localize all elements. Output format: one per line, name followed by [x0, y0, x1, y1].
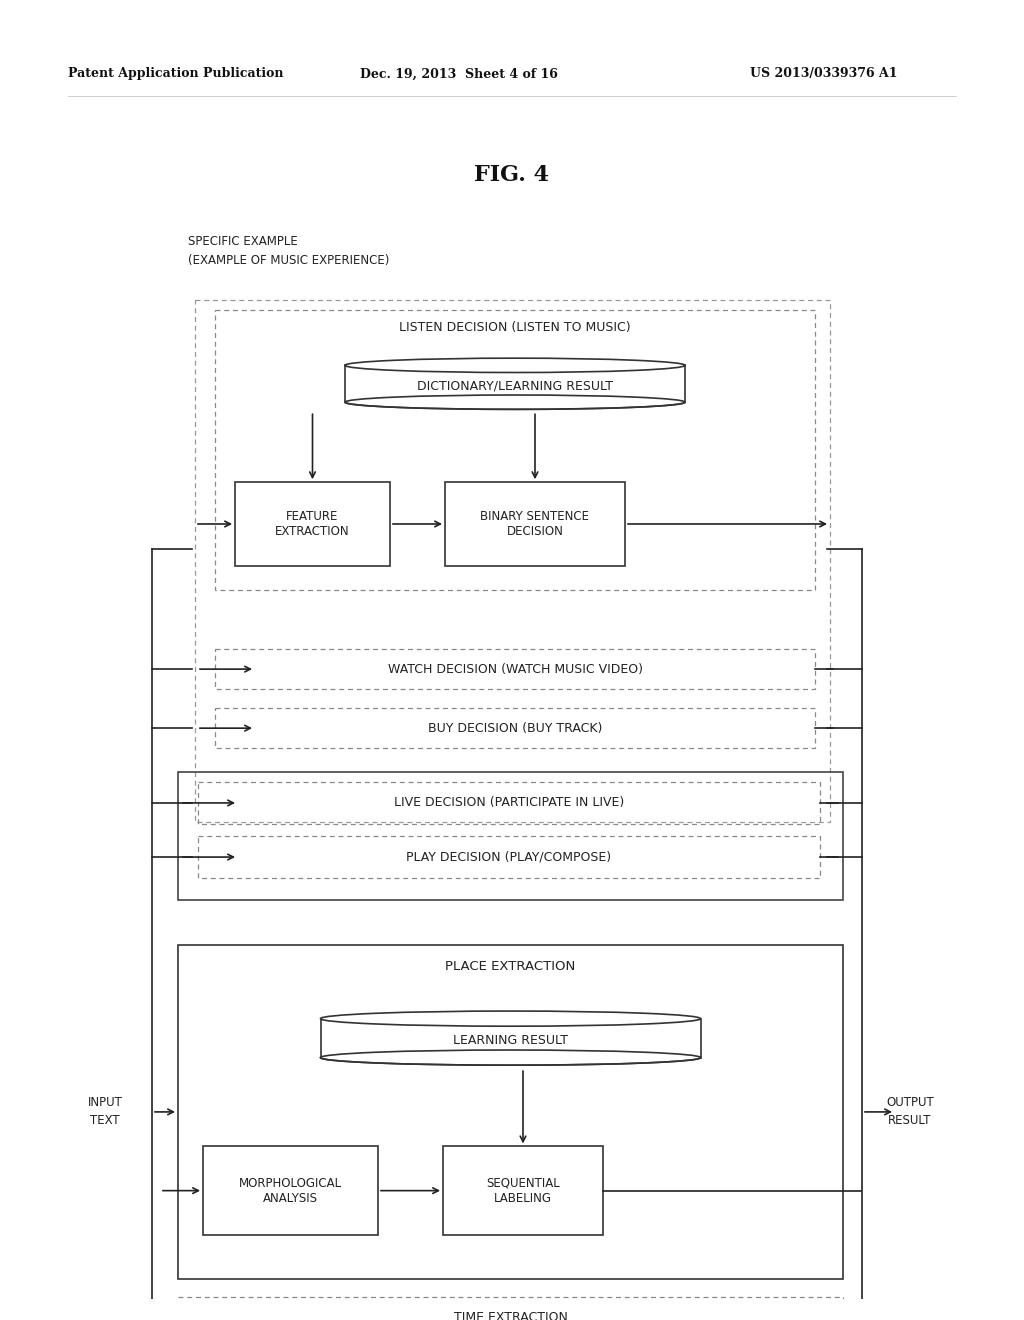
FancyBboxPatch shape: [445, 482, 625, 566]
Text: (EXAMPLE OF MUSIC EXPERIENCE): (EXAMPLE OF MUSIC EXPERIENCE): [188, 255, 389, 267]
Text: INPUT
TEXT: INPUT TEXT: [88, 1097, 123, 1127]
Text: LEARNING RESULT: LEARNING RESULT: [453, 1034, 568, 1047]
Text: OUTPUT
RESULT: OUTPUT RESULT: [886, 1097, 934, 1127]
Text: MORPHOLOGICAL
ANALYSIS: MORPHOLOGICAL ANALYSIS: [239, 1176, 342, 1205]
Ellipse shape: [321, 1011, 700, 1026]
Text: Patent Application Publication: Patent Application Publication: [68, 67, 284, 81]
Text: BUY DECISION (BUY TRACK): BUY DECISION (BUY TRACK): [428, 722, 602, 735]
Bar: [345, 366, 685, 403]
Text: SPECIFIC EXAMPLE: SPECIFIC EXAMPLE: [188, 235, 298, 248]
Text: TIME EXTRACTION: TIME EXTRACTION: [454, 1311, 567, 1320]
Ellipse shape: [345, 395, 685, 409]
Ellipse shape: [345, 358, 685, 372]
Text: BINARY SENTENCE
DECISION: BINARY SENTENCE DECISION: [480, 510, 590, 539]
Text: PLACE EXTRACTION: PLACE EXTRACTION: [445, 960, 575, 973]
Text: LISTEN DECISION (LISTEN TO MUSIC): LISTEN DECISION (LISTEN TO MUSIC): [399, 321, 631, 334]
Text: LIVE DECISION (PARTICIPATE IN LIVE): LIVE DECISION (PARTICIPATE IN LIVE): [394, 796, 624, 809]
FancyBboxPatch shape: [234, 482, 390, 566]
Ellipse shape: [321, 1049, 700, 1065]
FancyBboxPatch shape: [203, 1146, 378, 1236]
Text: SEQUENTIAL
LABELING: SEQUENTIAL LABELING: [486, 1176, 560, 1205]
Text: WATCH DECISION (WATCH MUSIC VIDEO): WATCH DECISION (WATCH MUSIC VIDEO): [387, 663, 642, 676]
Text: FIG. 4: FIG. 4: [474, 164, 550, 186]
Text: US 2013/0339376 A1: US 2013/0339376 A1: [750, 67, 897, 81]
Bar: [321, 1019, 700, 1057]
Text: PLAY DECISION (PLAY/COMPOSE): PLAY DECISION (PLAY/COMPOSE): [407, 850, 611, 863]
Text: FEATURE
EXTRACTION: FEATURE EXTRACTION: [275, 510, 350, 539]
FancyBboxPatch shape: [443, 1146, 603, 1236]
Text: DICTIONARY/LEARNING RESULT: DICTIONARY/LEARNING RESULT: [417, 379, 613, 392]
Text: Dec. 19, 2013  Sheet 4 of 16: Dec. 19, 2013 Sheet 4 of 16: [360, 67, 558, 81]
FancyBboxPatch shape: [178, 945, 843, 1279]
